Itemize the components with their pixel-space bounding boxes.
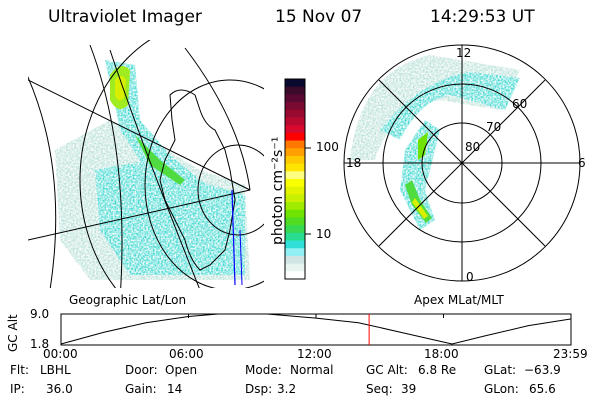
colorbar-band [285,86,305,95]
info-label: GC Alt: [366,363,408,377]
colorbar-band [285,263,305,272]
colorbar-band [285,94,305,103]
info-value: Open [165,363,198,377]
colorbar-band [285,109,305,118]
y-tick-9: 9.0 [30,307,50,321]
info-label: GLon: [484,382,519,396]
colorbar-band [285,155,305,165]
colorbar-band [285,194,305,203]
polar-image [343,44,581,282]
info-value: Normal [290,363,334,377]
info-value: 65.6 [529,382,556,396]
colorbar-band [285,255,305,265]
info-value: 39 [401,382,417,396]
colorbar-band [285,186,305,195]
colorbar-band [285,140,305,149]
colorbar-band [285,248,305,257]
colorbar-band [285,132,305,142]
instrument-title: Ultraviolet Imager [48,7,202,27]
colorbar-band [285,79,305,88]
x-tick-2359: 23:59 [553,347,588,361]
x-tick-1200: 12:00 [297,347,332,361]
colorbar-tick-100: 100 [316,140,339,154]
colorbar-band [285,225,305,234]
info-label: IP: [10,382,25,396]
colorbar-band [285,217,305,226]
info-value: −63.9 [524,363,561,377]
y-tick-1.8: 1.8 [30,337,50,351]
info-label: Gain: [125,382,157,396]
x-tick-0600: 06:00 [169,347,204,361]
info-label: Flt: [10,363,29,377]
x-tick-0000: 00:00 [43,347,78,361]
mlt-label-12: 12 [456,46,472,60]
colorbar-band [285,232,305,242]
geographic-label: Geographic Lat/Lon [69,293,187,307]
colorbar-band [285,117,305,126]
time-label: 14:29:53 UT [430,7,535,27]
colorbar-band [285,163,305,172]
mlt-label-18: 18 [346,156,362,170]
info-label: GLat: [484,363,517,377]
info-label: Dsp: [245,382,273,396]
info-value: 36.0 [46,382,73,396]
altitude-line [60,313,571,345]
info-value: 3.2 [277,382,297,396]
altitude-ylabel: GC Alt [6,314,20,352]
info-value: LBHL [40,363,71,377]
colorbar [285,79,305,280]
colorbar-band [285,240,305,249]
mlt-label-0: 0 [466,270,474,284]
info-value: 14 [167,382,183,396]
colorbar-band [285,102,305,111]
mlat-label-80: 80 [465,140,481,154]
mlat-label-70: 70 [486,120,502,134]
colorbar-label: photon cm⁻²s⁻¹ [270,136,286,245]
colorbar-band [285,171,305,180]
mlt-label-6: 6 [578,156,586,170]
info-label: Seq: [366,382,393,396]
geographic-image [28,40,264,288]
colorbar-band [285,202,305,211]
x-tick-1800: 18:00 [424,347,459,361]
colorbar-band [285,148,305,157]
apex-label: Apex MLat/MLT [414,293,504,307]
altitude-chart [60,313,572,345]
mlat-label-60: 60 [512,97,528,111]
colorbar-band [285,271,305,280]
date-label: 15 Nov 07 [275,7,363,27]
colorbar-band [285,209,305,218]
info-label: Door: [125,363,158,377]
info-label: Mode: [245,363,282,377]
colorbar-tick-10: 10 [316,227,332,241]
colorbar-band [285,125,305,134]
colorbar-band [285,179,305,188]
info-value: 6.8 Re [418,363,457,377]
